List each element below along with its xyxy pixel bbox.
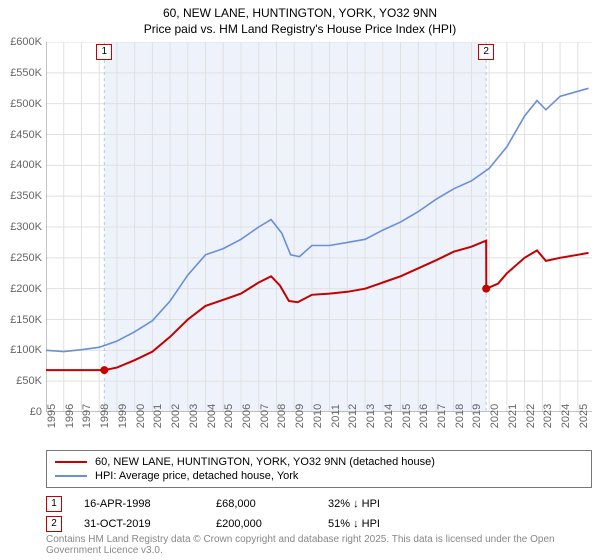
x-tick-label: 2001 xyxy=(152,404,164,428)
footer-attribution: Contains HM Land Registry data © Crown c… xyxy=(46,534,592,556)
sale-price-1: £68,000 xyxy=(216,498,306,510)
title-line-1: 60, NEW LANE, HUNTINGTON, YORK, YO32 9NN xyxy=(0,6,600,22)
legend-swatch-property xyxy=(55,461,87,463)
x-tick-label: 2005 xyxy=(223,404,235,428)
x-tick-label: 2020 xyxy=(489,404,501,428)
x-tick-label: 2025 xyxy=(578,404,590,428)
y-tick-label: £200K xyxy=(10,283,42,295)
sales-table: 1 16-APR-1998 £68,000 32% ↓ HPI 2 31-OCT… xyxy=(46,494,592,534)
x-tick-label: 2013 xyxy=(365,404,377,428)
x-tick-label: 2003 xyxy=(188,404,200,428)
x-tick-label: 1998 xyxy=(99,404,111,428)
sale-date-1: 16-APR-1998 xyxy=(84,498,194,510)
title-line-2: Price paid vs. HM Land Registry's House … xyxy=(0,22,600,38)
sale-pct-1: 32% ↓ HPI xyxy=(328,498,448,510)
y-tick-label: £0 xyxy=(30,406,42,418)
sale-date-2: 31-OCT-2019 xyxy=(84,518,194,530)
legend-item-hpi: HPI: Average price, detached house, York xyxy=(55,469,583,483)
x-tick-label: 2000 xyxy=(135,404,147,428)
chart-marker-box: 1 xyxy=(96,44,112,60)
sale-row-1: 1 16-APR-1998 £68,000 32% ↓ HPI xyxy=(46,494,592,514)
y-tick-label: £400K xyxy=(10,159,42,171)
x-tick-label: 2010 xyxy=(312,404,324,428)
x-tick-label: 1996 xyxy=(64,404,76,428)
x-tick-label: 2002 xyxy=(170,404,182,428)
y-tick-label: £100K xyxy=(10,344,42,356)
y-tick-label: £50K xyxy=(16,375,42,387)
chart-svg xyxy=(46,42,592,412)
x-tick-label: 2016 xyxy=(418,404,430,428)
x-tick-label: 2022 xyxy=(525,404,537,428)
x-tick-label: 1997 xyxy=(81,404,93,428)
chart-plot-area: 12 xyxy=(46,42,592,412)
sale-row-2: 2 31-OCT-2019 £200,000 51% ↓ HPI xyxy=(46,514,592,534)
y-tick-label: £350K xyxy=(10,190,42,202)
x-tick-label: 2011 xyxy=(330,404,342,428)
x-tick-label: 2012 xyxy=(347,404,359,428)
x-tick-label: 1999 xyxy=(117,404,129,428)
x-tick-label: 2018 xyxy=(454,404,466,428)
sale-pct-2: 51% ↓ HPI xyxy=(328,518,448,530)
x-axis-labels: 1995199619971998199920002001200220032004… xyxy=(46,412,592,448)
x-tick-label: 2006 xyxy=(241,404,253,428)
legend-swatch-hpi xyxy=(55,475,87,477)
x-tick-label: 2017 xyxy=(436,404,448,428)
legend-label-property: 60, NEW LANE, HUNTINGTON, YORK, YO32 9NN… xyxy=(95,456,435,468)
x-tick-label: 2023 xyxy=(542,404,554,428)
x-tick-label: 2009 xyxy=(294,404,306,428)
legend: 60, NEW LANE, HUNTINGTON, YORK, YO32 9NN… xyxy=(46,450,592,488)
x-tick-label: 2014 xyxy=(383,404,395,428)
y-tick-label: £500K xyxy=(10,98,42,110)
chart-title: 60, NEW LANE, HUNTINGTON, YORK, YO32 9NN… xyxy=(0,0,600,37)
y-tick-label: £600K xyxy=(10,36,42,48)
x-tick-label: 2021 xyxy=(507,404,519,428)
x-tick-label: 1995 xyxy=(46,404,58,428)
sale-price-2: £200,000 xyxy=(216,518,306,530)
x-tick-label: 2008 xyxy=(276,404,288,428)
x-tick-label: 2024 xyxy=(560,404,572,428)
x-tick-label: 2015 xyxy=(401,404,413,428)
sale-marker-1: 1 xyxy=(46,496,62,512)
y-tick-label: £250K xyxy=(10,252,42,264)
y-tick-label: £300K xyxy=(10,221,42,233)
y-axis-labels: £0£50K£100K£150K£200K£250K£300K£350K£400… xyxy=(0,42,44,412)
x-tick-label: 2007 xyxy=(259,404,271,428)
legend-label-hpi: HPI: Average price, detached house, York xyxy=(95,470,298,482)
y-tick-label: £450K xyxy=(10,129,42,141)
chart-marker-box: 2 xyxy=(478,44,494,60)
x-tick-label: 2004 xyxy=(206,404,218,428)
sale-marker-2: 2 xyxy=(46,516,62,532)
legend-item-property: 60, NEW LANE, HUNTINGTON, YORK, YO32 9NN… xyxy=(55,455,583,469)
x-tick-label: 2019 xyxy=(471,404,483,428)
y-tick-label: £550K xyxy=(10,67,42,79)
y-tick-label: £150K xyxy=(10,314,42,326)
